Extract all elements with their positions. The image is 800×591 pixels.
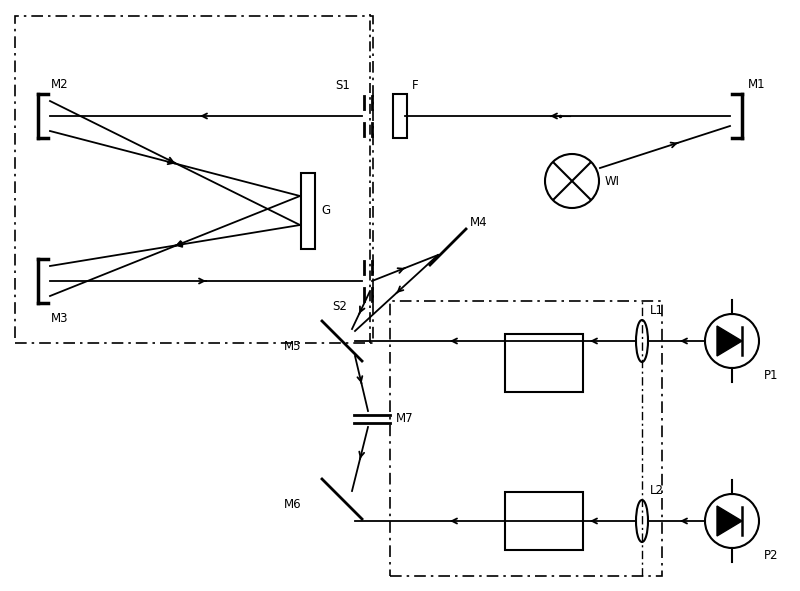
Bar bbox=[505, 492, 583, 550]
Bar bbox=[390, 301, 662, 576]
Bar bbox=[301, 173, 315, 249]
Text: WI: WI bbox=[605, 174, 620, 187]
Text: M5: M5 bbox=[284, 339, 302, 352]
Text: M6: M6 bbox=[284, 498, 302, 511]
Text: P2: P2 bbox=[764, 549, 778, 562]
Text: P1: P1 bbox=[764, 369, 778, 382]
Text: F: F bbox=[412, 79, 418, 92]
Bar bbox=[15, 16, 373, 343]
Polygon shape bbox=[717, 326, 742, 356]
Bar bbox=[505, 334, 583, 392]
Text: S1: S1 bbox=[335, 79, 350, 92]
Text: M4: M4 bbox=[470, 216, 488, 229]
Text: L1: L1 bbox=[650, 304, 664, 317]
Text: S2: S2 bbox=[332, 300, 347, 313]
Text: M1: M1 bbox=[748, 78, 766, 91]
Ellipse shape bbox=[636, 500, 648, 542]
Polygon shape bbox=[717, 506, 742, 536]
Bar bbox=[393, 94, 407, 138]
Ellipse shape bbox=[636, 320, 648, 362]
Text: L2: L2 bbox=[650, 484, 664, 497]
Text: M2: M2 bbox=[51, 78, 69, 91]
Text: M3: M3 bbox=[51, 312, 69, 325]
Text: M7: M7 bbox=[396, 413, 414, 426]
Text: G: G bbox=[321, 204, 330, 217]
